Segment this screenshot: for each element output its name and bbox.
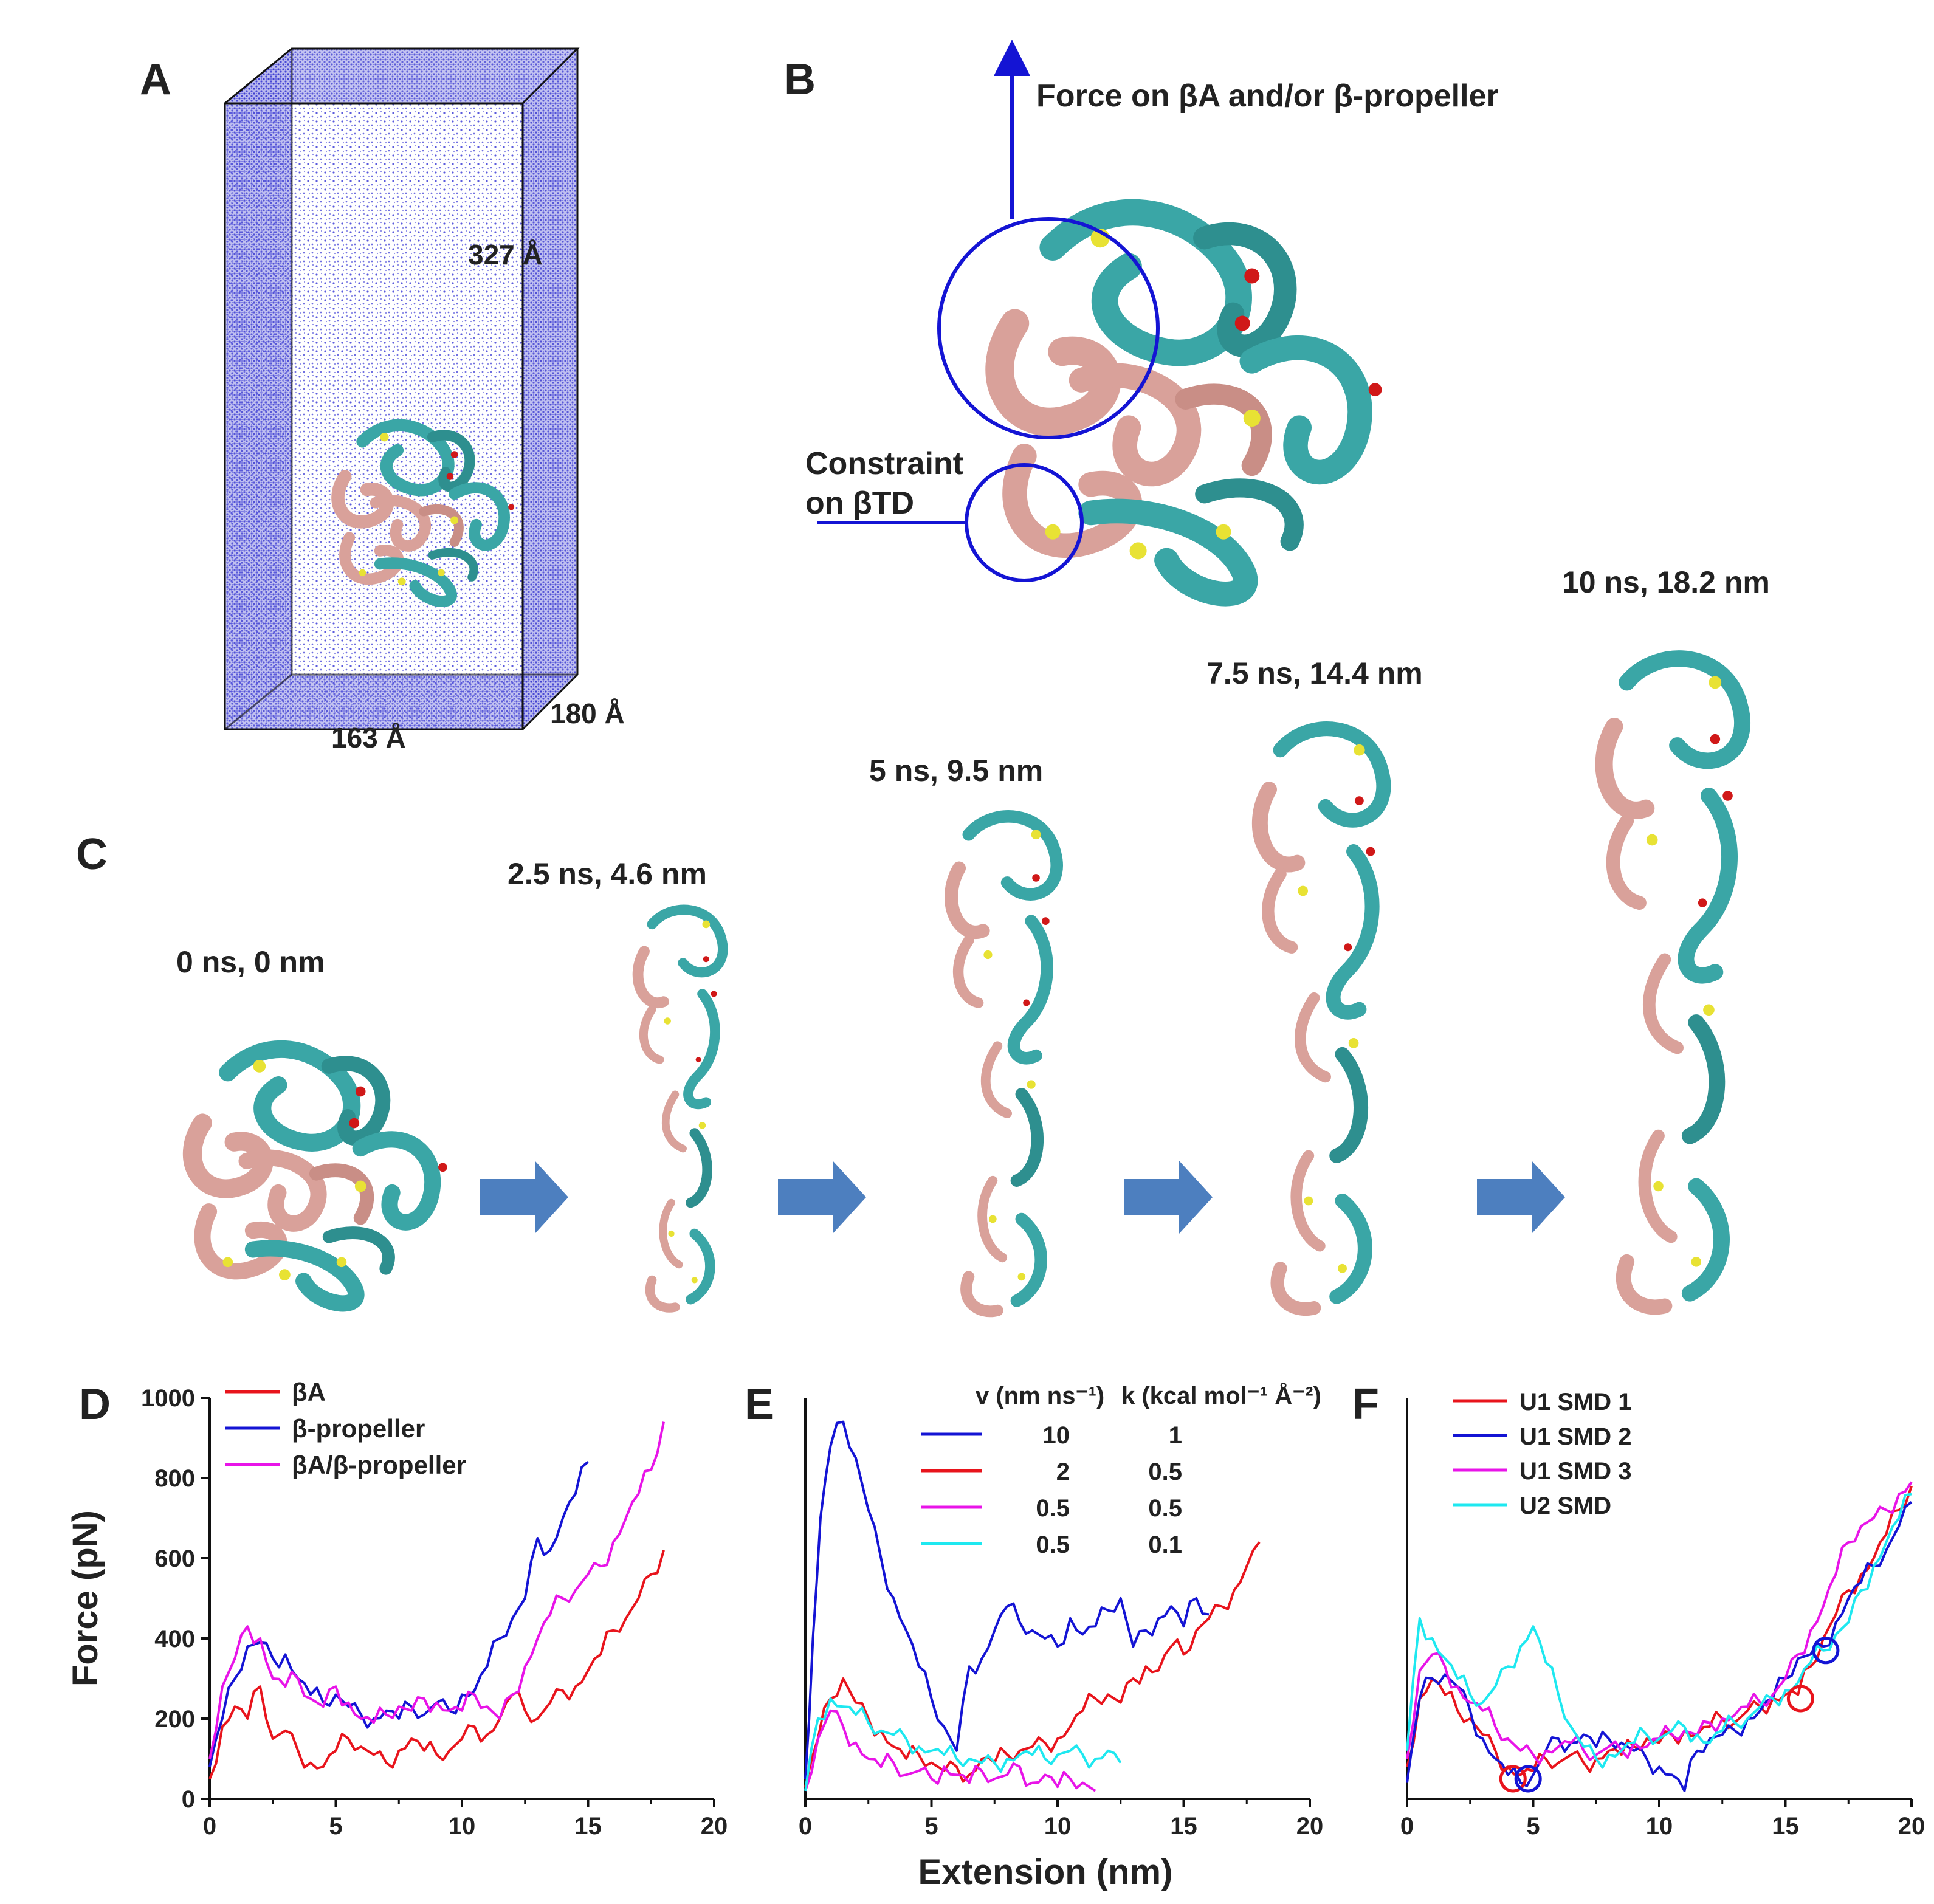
series-line-4 xyxy=(804,1697,1122,1792)
force-label: Force on βA and/or β-propeller xyxy=(1036,78,1499,114)
event-marker xyxy=(1786,1685,1814,1713)
snapshot-0: 0 ns, 0 nm xyxy=(176,945,447,1304)
legend-k-value: 1 xyxy=(1169,1422,1182,1449)
x-tick-label: 10 xyxy=(1646,1813,1673,1840)
x-tick-label: 15 xyxy=(574,1813,602,1840)
event-marker xyxy=(1812,1637,1840,1665)
legend-k-value: 0.1 xyxy=(1148,1531,1182,1558)
snapshot-3: 7.5 ns, 14.4 nm xyxy=(1206,656,1423,1309)
legend-label: β-propeller xyxy=(292,1414,425,1443)
x-tick-label: 5 xyxy=(1526,1813,1540,1840)
legend-label: βA xyxy=(292,1378,326,1406)
x-tick-label: 5 xyxy=(924,1813,938,1840)
snapshot-2: 5 ns, 9.5 nm xyxy=(869,754,1057,1311)
x-tick-label: 20 xyxy=(701,1813,728,1840)
snapshot-label: 5 ns, 9.5 nm xyxy=(869,754,1043,788)
y-tick-label: 600 xyxy=(154,1545,195,1572)
x-tick-label: 10 xyxy=(1044,1813,1072,1840)
x-tick-label: 20 xyxy=(1898,1813,1925,1840)
event-marker xyxy=(1514,1765,1542,1793)
constraint-label-2: on βTD xyxy=(805,486,914,521)
legend-k-value: 0.5 xyxy=(1148,1495,1182,1522)
transition-arrow xyxy=(778,1161,866,1234)
event-marker xyxy=(1499,1765,1527,1793)
x-axis-title: Extension (nm) xyxy=(918,1852,1173,1892)
transition-arrow xyxy=(480,1161,568,1234)
box-height-label: 327 Å xyxy=(468,239,543,270)
snapshot-label: 7.5 ns, 14.4 nm xyxy=(1206,656,1423,690)
chart-e: 0 5 10 15 20 v (nm ns⁻¹) k (kcal mol⁻¹ Å⁻²) … xyxy=(799,1382,1323,1892)
snapshot-label: 0 ns, 0 nm xyxy=(176,945,325,979)
constraint-label-1: Constraint xyxy=(805,446,963,481)
legend-label: U1 SMD 3 xyxy=(1519,1458,1632,1485)
y-tick-label: 800 xyxy=(154,1465,195,1492)
series-line-3 xyxy=(804,1709,1096,1792)
series-line-2 xyxy=(1406,1501,1913,1792)
chart-f: 0 5 10 15 20 U1 SMD 1 U1 SMD 2 U1 SMD 3 U2 S… xyxy=(1400,1389,1925,1840)
force-region-circle xyxy=(937,217,1160,439)
x-tick-label: 15 xyxy=(1170,1813,1197,1840)
series-line-1 xyxy=(804,1420,1210,1779)
series-line-1 xyxy=(208,1550,665,1779)
y-tick-label: 400 xyxy=(154,1626,195,1652)
snapshot-label: 10 ns, 18.2 nm xyxy=(1562,565,1770,599)
snapshot-1: 2.5 ns, 4.6 nm xyxy=(508,857,723,1308)
x-tick-label: 20 xyxy=(1296,1813,1324,1840)
legend-d: βA β-propeller βA/β-propeller xyxy=(225,1378,466,1479)
series-line-1 xyxy=(1406,1485,1913,1776)
panel-label-a: A xyxy=(140,55,171,104)
y-axis-title: Force (pN) xyxy=(66,1510,105,1686)
legend-header-k: k (kcal mol⁻¹ Å⁻²) xyxy=(1121,1382,1321,1409)
legend-k-value: 0.5 xyxy=(1148,1459,1182,1485)
panel-label-e: E xyxy=(745,1380,774,1429)
panel-label-f: F xyxy=(1352,1380,1379,1429)
legend-f: U1 SMD 1 U1 SMD 2 U1 SMD 3 U2 SMD xyxy=(1453,1389,1632,1519)
x-tick-label: 5 xyxy=(329,1813,342,1840)
transition-arrow xyxy=(1477,1161,1565,1234)
x-tick-label: 0 xyxy=(799,1813,812,1840)
x-tick-label: 15 xyxy=(1772,1813,1799,1840)
panel-label-d: D xyxy=(79,1380,111,1429)
legend-v-value: 2 xyxy=(1056,1459,1070,1485)
y-tick-label: 1000 xyxy=(141,1385,195,1412)
panel-label-b: B xyxy=(784,55,816,104)
legend-e: v (nm ns⁻¹) k (kcal mol⁻¹ Å⁻²) 10 1 2 0.… xyxy=(921,1382,1321,1558)
box-width-label: 163 Å xyxy=(331,722,406,754)
x-tick-label: 0 xyxy=(1400,1813,1414,1840)
water-box xyxy=(224,47,580,730)
x-tick-label: 10 xyxy=(449,1813,476,1840)
legend-v-value: 0.5 xyxy=(1036,1531,1070,1558)
snapshot-4: 10 ns, 18.2 nm xyxy=(1562,565,1770,1307)
y-tick-label: 0 xyxy=(182,1786,195,1813)
snapshot-label: 2.5 ns, 4.6 nm xyxy=(508,857,707,891)
x-tick-label: 0 xyxy=(203,1813,216,1840)
series-line-2 xyxy=(804,1541,1261,1787)
legend-header-v: v (nm ns⁻¹) xyxy=(976,1383,1104,1409)
series-line-4 xyxy=(1406,1493,1912,1769)
protein-structure-b xyxy=(1000,212,1382,594)
legend-label: βA/β-propeller xyxy=(292,1451,466,1479)
y-tick-label: 200 xyxy=(154,1706,195,1733)
transition-arrow xyxy=(1124,1161,1213,1234)
legend-v-value: 10 xyxy=(1043,1422,1070,1449)
box-depth-label: 180 Å xyxy=(550,698,625,729)
legend-label: U2 SMD xyxy=(1519,1493,1611,1519)
legend-label: U1 SMD 2 xyxy=(1519,1423,1632,1450)
snapshot-arrows xyxy=(480,1161,1565,1234)
series-line-2 xyxy=(208,1461,589,1767)
legend-v-value: 0.5 xyxy=(1036,1495,1070,1522)
series-line-3 xyxy=(208,1421,665,1759)
legend-label: U1 SMD 1 xyxy=(1519,1389,1632,1415)
panel-label-c: C xyxy=(76,830,108,879)
